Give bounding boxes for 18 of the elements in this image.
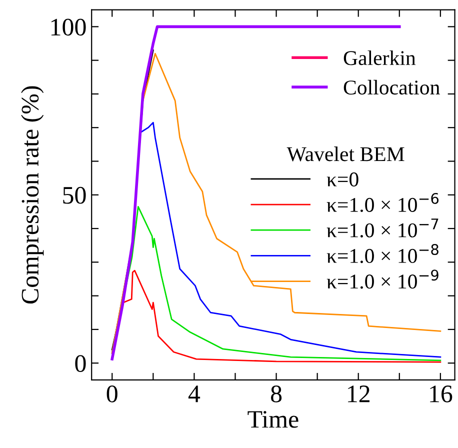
legend-label: κ=1.0 × 10$^{−6}$ bbox=[326, 192, 439, 212]
legend-label: κ=1.0 × 10$^{−9}$ bbox=[326, 270, 438, 289]
x-tick-label: 16 bbox=[430, 386, 452, 402]
x-tick-label: 4 bbox=[188, 386, 200, 402]
legend-label: κ=0 bbox=[326, 172, 358, 186]
x-tick-label: 12 bbox=[348, 386, 370, 402]
legend-label: Collocation bbox=[344, 80, 440, 95]
x-tick-label: 0 bbox=[106, 385, 118, 402]
y-tick-label: 50 bbox=[63, 186, 86, 204]
legend-title: Wavelet BEM bbox=[286, 146, 404, 162]
legend-label: Galerkin bbox=[344, 50, 416, 66]
y-tick-label: 100 bbox=[51, 18, 86, 36]
x-tick-label: 8 bbox=[270, 385, 282, 402]
y-axis-title: Compression rate (%) bbox=[21, 86, 44, 304]
x-axis-title: Time bbox=[248, 411, 298, 428]
legend-label: κ=1.0 × 10$^{−7}$ bbox=[326, 218, 438, 238]
y-tick-label: 0 bbox=[75, 355, 86, 372]
legend-label: κ=1.0 × 10$^{−8}$ bbox=[326, 244, 438, 264]
